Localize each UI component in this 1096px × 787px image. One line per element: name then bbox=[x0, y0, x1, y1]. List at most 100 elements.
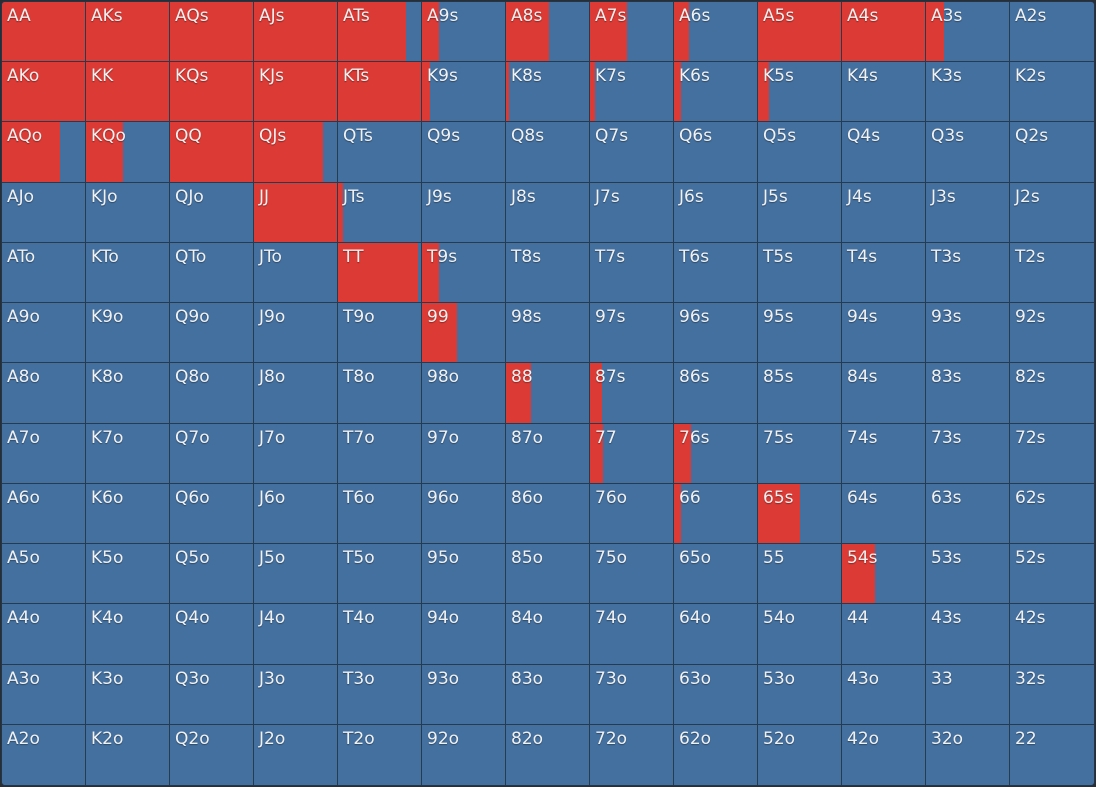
hand-cell-22[interactable]: 22 bbox=[1010, 724, 1094, 785]
hand-cell-k5s[interactable]: K5s bbox=[758, 62, 842, 123]
hand-cell-99[interactable]: 99 bbox=[422, 303, 506, 364]
hand-cell-t6o[interactable]: T6o bbox=[338, 483, 422, 545]
hand-cell-jts[interactable]: JTs bbox=[338, 182, 422, 243]
hand-cell-ato[interactable]: ATo bbox=[2, 242, 86, 304]
hand-cell-j6o[interactable]: J6o bbox=[254, 483, 338, 545]
hand-cell-qjs[interactable]: QJs bbox=[254, 122, 338, 183]
hand-cell-k3o[interactable]: K3o bbox=[86, 664, 170, 725]
hand-cell-t5o[interactable]: T5o bbox=[338, 544, 422, 605]
hand-cell-a3s[interactable]: A3s bbox=[926, 2, 1010, 63]
hand-cell-j5o[interactable]: J5o bbox=[254, 544, 338, 605]
hand-cell-55[interactable]: 55 bbox=[758, 544, 842, 605]
hand-cell-q4s[interactable]: Q4s bbox=[842, 122, 926, 183]
hand-cell-k7s[interactable]: K7s bbox=[590, 62, 674, 123]
hand-cell-k2o[interactable]: K2o bbox=[86, 724, 170, 785]
hand-cell-k8s[interactable]: K8s bbox=[506, 62, 590, 123]
hand-cell-a9o[interactable]: A9o bbox=[2, 303, 86, 364]
hand-cell-42s[interactable]: 42s bbox=[1010, 604, 1094, 665]
hand-cell-j2o[interactable]: J2o bbox=[254, 724, 338, 785]
hand-cell-jto[interactable]: JTo bbox=[254, 242, 338, 304]
hand-cell-a7s[interactable]: A7s bbox=[590, 2, 674, 63]
hand-cell-84s[interactable]: 84s bbox=[842, 363, 926, 424]
hand-cell-a5s[interactable]: A5s bbox=[758, 2, 842, 63]
hand-cell-t2s[interactable]: T2s bbox=[1010, 242, 1094, 304]
hand-cell-84o[interactable]: 84o bbox=[506, 604, 590, 665]
hand-cell-q8s[interactable]: Q8s bbox=[506, 122, 590, 183]
hand-cell-95s[interactable]: 95s bbox=[758, 303, 842, 364]
hand-cell-83o[interactable]: 83o bbox=[506, 664, 590, 725]
hand-cell-t2o[interactable]: T2o bbox=[338, 724, 422, 785]
hand-cell-k9s[interactable]: K9s bbox=[422, 62, 506, 123]
hand-cell-ako[interactable]: AKo bbox=[2, 62, 86, 123]
hand-cell-j5s[interactable]: J5s bbox=[758, 182, 842, 243]
hand-cell-97s[interactable]: 97s bbox=[590, 303, 674, 364]
hand-cell-a8o[interactable]: A8o bbox=[2, 363, 86, 424]
hand-cell-94s[interactable]: 94s bbox=[842, 303, 926, 364]
hand-cell-k7o[interactable]: K7o bbox=[86, 423, 170, 484]
hand-cell-q8o[interactable]: Q8o bbox=[170, 363, 254, 424]
hand-cell-q6s[interactable]: Q6s bbox=[674, 122, 758, 183]
hand-cell-jj[interactable]: JJ bbox=[254, 182, 338, 243]
hand-cell-k2s[interactable]: K2s bbox=[1010, 62, 1094, 123]
hand-cell-kqs[interactable]: KQs bbox=[170, 62, 254, 123]
hand-cell-82s[interactable]: 82s bbox=[1010, 363, 1094, 424]
hand-cell-t9o[interactable]: T9o bbox=[338, 303, 422, 364]
hand-cell-98s[interactable]: 98s bbox=[506, 303, 590, 364]
hand-cell-86s[interactable]: 86s bbox=[674, 363, 758, 424]
hand-cell-44[interactable]: 44 bbox=[842, 604, 926, 665]
hand-cell-q3o[interactable]: Q3o bbox=[170, 664, 254, 725]
hand-cell-kk[interactable]: KK bbox=[86, 62, 170, 123]
hand-cell-42o[interactable]: 42o bbox=[842, 724, 926, 785]
hand-cell-k4s[interactable]: K4s bbox=[842, 62, 926, 123]
hand-cell-q7o[interactable]: Q7o bbox=[170, 423, 254, 484]
hand-cell-88[interactable]: 88 bbox=[506, 363, 590, 424]
hand-cell-a8s[interactable]: A8s bbox=[506, 2, 590, 63]
hand-cell-t8s[interactable]: T8s bbox=[506, 242, 590, 304]
hand-cell-74s[interactable]: 74s bbox=[842, 423, 926, 484]
hand-cell-t5s[interactable]: T5s bbox=[758, 242, 842, 304]
hand-cell-t6s[interactable]: T6s bbox=[674, 242, 758, 304]
hand-cell-q4o[interactable]: Q4o bbox=[170, 604, 254, 665]
hand-cell-ats[interactable]: ATs bbox=[338, 2, 422, 63]
hand-cell-aqo[interactable]: AQo bbox=[2, 122, 86, 183]
hand-cell-k5o[interactable]: K5o bbox=[86, 544, 170, 605]
hand-cell-86o[interactable]: 86o bbox=[506, 483, 590, 545]
hand-cell-qq[interactable]: QQ bbox=[170, 122, 254, 183]
hand-cell-54o[interactable]: 54o bbox=[758, 604, 842, 665]
hand-cell-a4s[interactable]: A4s bbox=[842, 2, 926, 63]
hand-cell-93s[interactable]: 93s bbox=[926, 303, 1010, 364]
hand-cell-kto[interactable]: KTo bbox=[86, 242, 170, 304]
hand-cell-62s[interactable]: 62s bbox=[1010, 483, 1094, 545]
hand-cell-q2s[interactable]: Q2s bbox=[1010, 122, 1094, 183]
hand-cell-qjo[interactable]: QJo bbox=[170, 182, 254, 243]
hand-cell-82o[interactable]: 82o bbox=[506, 724, 590, 785]
hand-cell-33[interactable]: 33 bbox=[926, 664, 1010, 725]
hand-cell-k6o[interactable]: K6o bbox=[86, 483, 170, 545]
hand-cell-a7o[interactable]: A7o bbox=[2, 423, 86, 484]
hand-cell-74o[interactable]: 74o bbox=[590, 604, 674, 665]
hand-cell-aqs[interactable]: AQs bbox=[170, 2, 254, 63]
hand-cell-t7o[interactable]: T7o bbox=[338, 423, 422, 484]
hand-cell-k4o[interactable]: K4o bbox=[86, 604, 170, 665]
hand-cell-q5o[interactable]: Q5o bbox=[170, 544, 254, 605]
hand-cell-qto[interactable]: QTo bbox=[170, 242, 254, 304]
hand-cell-k8o[interactable]: K8o bbox=[86, 363, 170, 424]
hand-cell-k6s[interactable]: K6s bbox=[674, 62, 758, 123]
hand-cell-76o[interactable]: 76o bbox=[590, 483, 674, 545]
hand-cell-t9s[interactable]: T9s bbox=[422, 242, 506, 304]
hand-cell-98o[interactable]: 98o bbox=[422, 363, 506, 424]
hand-cell-73o[interactable]: 73o bbox=[590, 664, 674, 725]
hand-cell-j2s[interactable]: J2s bbox=[1010, 182, 1094, 243]
hand-cell-52s[interactable]: 52s bbox=[1010, 544, 1094, 605]
hand-cell-97o[interactable]: 97o bbox=[422, 423, 506, 484]
hand-cell-92o[interactable]: 92o bbox=[422, 724, 506, 785]
hand-cell-j7o[interactable]: J7o bbox=[254, 423, 338, 484]
hand-cell-54s[interactable]: 54s bbox=[842, 544, 926, 605]
hand-cell-65o[interactable]: 65o bbox=[674, 544, 758, 605]
hand-cell-t7s[interactable]: T7s bbox=[590, 242, 674, 304]
hand-cell-96o[interactable]: 96o bbox=[422, 483, 506, 545]
hand-cell-t3o[interactable]: T3o bbox=[338, 664, 422, 725]
hand-cell-85o[interactable]: 85o bbox=[506, 544, 590, 605]
hand-cell-66[interactable]: 66 bbox=[674, 483, 758, 545]
hand-cell-j3o[interactable]: J3o bbox=[254, 664, 338, 725]
